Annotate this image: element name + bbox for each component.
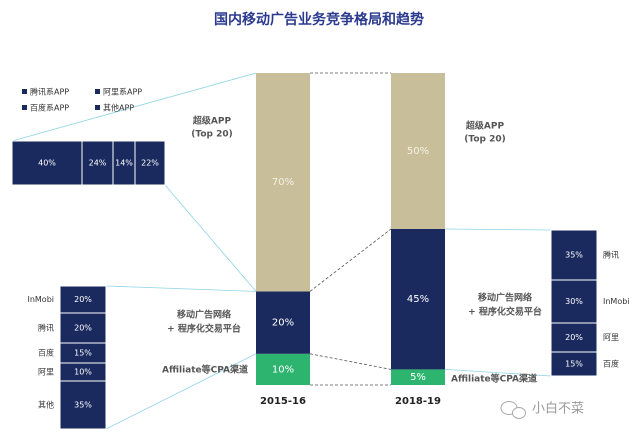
bar-value-label: 10% <box>272 364 294 375</box>
bar-value-label: 70% <box>272 177 294 188</box>
series-label: (Top 20) <box>191 130 232 140</box>
super-app-segment <box>81 140 114 186</box>
network-segment-label: 20% <box>74 324 92 333</box>
bar-value-label: 5% <box>410 372 426 383</box>
network-name-label: 腾讯 <box>38 323 54 333</box>
network-segment-label: 20% <box>565 333 583 342</box>
super-app-segment-label: 14% <box>115 159 133 168</box>
network-segment-label: 10% <box>74 368 92 377</box>
legend-swatch <box>22 105 27 110</box>
bar-value-label: 50% <box>407 146 429 157</box>
super-app-segment <box>134 140 166 186</box>
legend-entry: 其他APP <box>103 103 134 113</box>
network-name-label: InMobi <box>27 295 54 304</box>
network-segment <box>550 322 598 353</box>
network-name-label: InMobi <box>603 297 630 306</box>
bar-segment <box>256 291 310 354</box>
series-label: (Top 20) <box>464 135 505 145</box>
x-tick-label: 2015-16 <box>260 396 306 407</box>
series-label: 超级APP <box>192 115 232 127</box>
network-segment-label: 15% <box>565 360 583 369</box>
network-name-label: 百度 <box>38 348 54 358</box>
chart-title: 国内移动广告业务竞争格局和趋势 <box>214 11 424 28</box>
legend-swatch <box>95 105 100 110</box>
bar-segment <box>391 73 445 229</box>
zoom-connector <box>444 369 552 377</box>
legend: 腾讯系APP 阿里系APP 百度系APP 其他APP <box>22 87 142 113</box>
network-segment-label: 35% <box>565 251 583 260</box>
wechat-bubble-shape <box>512 407 526 419</box>
network-segment <box>59 285 107 314</box>
dashed-connector <box>309 228 392 292</box>
series-label: + 程序化交易平台 <box>468 306 542 318</box>
watermark: 小白不菜 <box>500 401 584 419</box>
zoom-connector <box>164 184 257 292</box>
zoom-connector <box>444 228 552 231</box>
stacked-bars: 10% 20% 70% 2015-16 5% 45% 50% 2018-19 超级APP (Top… <box>162 72 542 407</box>
legend-entry: 阿里系APP <box>103 87 142 97</box>
super-app-segment-label: 22% <box>141 159 159 168</box>
connector-lines <box>11 72 552 430</box>
wechat-icon <box>500 401 526 419</box>
series-label: 移动广告网络 <box>478 292 532 304</box>
network-segment-label: 30% <box>565 297 583 306</box>
network-segment <box>550 279 598 324</box>
network-segment-label: 35% <box>74 401 92 410</box>
series-label: 移动广告网络 <box>177 309 231 321</box>
network-segment <box>59 312 107 344</box>
network-name-label: 百度 <box>603 359 619 369</box>
zoom-connector <box>105 285 257 292</box>
series-label: Affiliate等CPA渠道 <box>162 364 248 376</box>
bar-value-label: 45% <box>407 294 429 305</box>
network-segment <box>59 380 107 430</box>
network-name-label: 阿里 <box>603 333 619 342</box>
series-label: Affiliate等CPA渠道 <box>451 373 537 385</box>
zoom-connector <box>105 353 257 430</box>
super-app-segment <box>11 140 83 186</box>
network-segment <box>550 229 598 281</box>
series-label: 超级APP <box>465 120 505 132</box>
bar-segment <box>256 353 310 385</box>
network-segment-label: 15% <box>74 349 92 358</box>
legend-swatch <box>22 89 27 94</box>
bar-value-label: 20% <box>272 318 294 329</box>
legend-swatch <box>95 89 100 94</box>
watermark-text: 小白不菜 <box>532 401 584 417</box>
network-name-label: 阿里 <box>38 368 54 377</box>
zoom-connector <box>11 72 257 142</box>
bar-segment <box>391 229 445 370</box>
super-app-segment-label: 40% <box>38 159 56 168</box>
network-name-label: 其他 <box>38 400 54 410</box>
series-label: + 程序化交易平台 <box>167 323 241 335</box>
x-tick-label: 2018-19 <box>395 396 441 407</box>
dashed-connector <box>309 353 392 370</box>
super-app-segment-label: 24% <box>89 159 107 168</box>
legend-entry: 腾讯系APP <box>30 87 69 97</box>
bar-segment <box>391 369 445 385</box>
network-segment-label: 20% <box>74 295 92 304</box>
breakdown-boxes: 40% 24% 14% 22% 20% InMobi 20% 腾讯 15% 百度 10% 阿里 35% 其… <box>11 140 630 430</box>
network-name-label: 腾讯 <box>603 250 619 260</box>
bar-segment <box>256 73 310 292</box>
legend-entry: 百度系APP <box>30 103 69 113</box>
network-segment <box>550 351 598 377</box>
